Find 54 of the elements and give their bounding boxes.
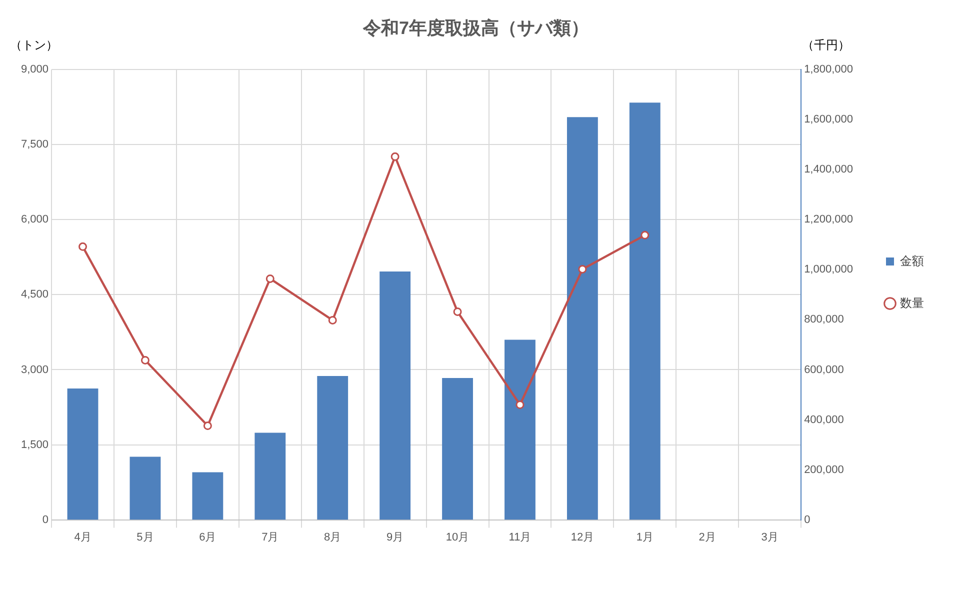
y2-tick-label: 1,400,000 (804, 164, 853, 176)
x-tick-label: 5月 (136, 531, 154, 544)
bar (254, 432, 286, 520)
x-tick-label: 9月 (386, 531, 404, 544)
legend-label: 金額 (900, 254, 924, 268)
chart-title: 令和7年度取扱高（サバ類） (362, 18, 590, 38)
bar (504, 340, 536, 520)
bar (67, 388, 98, 520)
point (516, 400, 524, 409)
legend-label: 数量 (900, 296, 924, 310)
y-tick-label: 0 (42, 514, 49, 526)
y-tick-label: 6,000 (20, 214, 49, 226)
y2-tick-label: 0 (804, 514, 810, 526)
point (640, 230, 650, 240)
y-axis-title: （トン） (10, 38, 58, 52)
x-tick-label: 7月 (262, 531, 279, 544)
y-tick-label: 9,000 (20, 64, 49, 76)
point (328, 316, 337, 324)
y2-tick-label: 1,600,000 (804, 114, 853, 126)
x-tick-label: 4月 (74, 531, 92, 544)
y-tick-label: 1,500 (20, 438, 49, 451)
point (203, 422, 212, 430)
bar (629, 102, 660, 520)
y2-tick-label: 1,200,000 (804, 214, 853, 226)
x-tick-label: 2月 (698, 531, 716, 544)
y2-tick-label: 1,000,000 (804, 264, 853, 276)
x-tick-label: 3月 (761, 531, 778, 544)
point (266, 274, 274, 283)
y2-tick-label: 200,000 (804, 464, 844, 476)
y-tick-label: 3,000 (20, 364, 49, 376)
x-tick-label: 12月 (570, 531, 594, 544)
y-tick-label: 4,500 (20, 288, 49, 301)
bar (192, 472, 224, 520)
x-tick-label: 1月 (636, 531, 654, 544)
bar (380, 271, 411, 520)
y2-tick-label: 800,000 (804, 314, 844, 326)
point (78, 242, 88, 251)
point (578, 264, 587, 274)
y-tick-label: 7,500 (20, 138, 49, 151)
y2-tick-label: 400,000 (804, 414, 844, 426)
bar (130, 456, 161, 520)
x-tick-label: 6月 (199, 531, 216, 544)
y2-tick-label: 1,800,000 (804, 64, 853, 76)
bar (442, 378, 473, 520)
y2-tick-label: 600,000 (804, 364, 844, 376)
point (140, 356, 150, 364)
point (453, 307, 462, 316)
bar (566, 117, 598, 520)
bar (317, 376, 348, 520)
x-tick-label: 10月 (446, 531, 470, 544)
y2-axis-title: （千円） (802, 38, 850, 52)
x-tick-label: 8月 (324, 531, 342, 544)
x-tick-label: 11月 (508, 531, 532, 544)
point (390, 152, 400, 161)
